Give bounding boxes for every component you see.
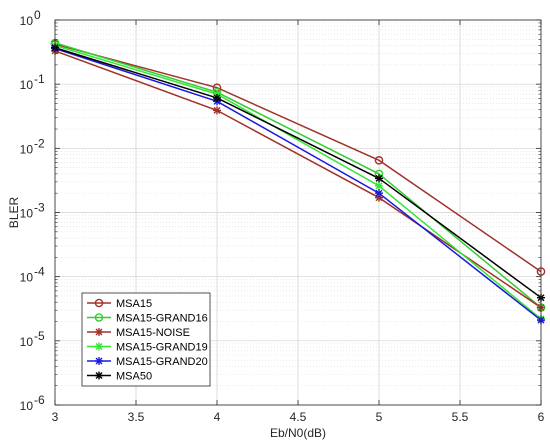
- y-tick-label: 10: [20, 14, 34, 28]
- axes: [54, 19, 542, 406]
- data-point: [213, 106, 221, 115]
- data-point: [375, 189, 383, 198]
- legend-marker: [95, 371, 103, 380]
- x-tick-label: 4.5: [290, 410, 307, 424]
- marker-stroke: [95, 343, 103, 350]
- legend-label: MSA15-NOISE: [116, 327, 190, 339]
- legend-label: MSA15-GRAND20: [116, 356, 208, 368]
- series-line-0: [54, 43, 542, 273]
- data-point: [213, 93, 221, 102]
- legend-box: [81, 292, 211, 387]
- marker-stroke: [375, 189, 383, 197]
- marker-stroke: [95, 328, 103, 336]
- x-tick-label: 5.5: [452, 410, 469, 424]
- y-axis-label: BLER: [7, 196, 21, 228]
- x-tick-label: 6: [538, 410, 545, 424]
- legend-label: MSA50: [116, 371, 152, 383]
- y-tick-label: 10: [20, 207, 34, 221]
- marker-stroke: [375, 182, 383, 190]
- series-line-5: [54, 46, 542, 299]
- legend-label: MSA15-GRAND19: [116, 342, 208, 354]
- legend-label: MSA15: [116, 298, 152, 310]
- y-tick-exponent: -5: [34, 329, 45, 343]
- y-tick-exponent: -4: [34, 265, 45, 279]
- x-tick-label: 3: [52, 410, 59, 424]
- marker-stroke: [95, 372, 103, 379]
- series-line-4: [54, 47, 542, 321]
- marker-stroke: [375, 174, 383, 182]
- y-tick-label: 10: [20, 271, 34, 285]
- y-tick-label: 10: [20, 78, 34, 92]
- x-axis-label: Eb/N0(dB): [270, 426, 326, 440]
- y-tick-label: 10: [20, 399, 34, 413]
- data-point: [375, 181, 383, 190]
- legend: MSA15 MSA15-GRAND16 MSA15-NOISE MSA15-GRAND…: [81, 292, 211, 387]
- series-lines: [54, 42, 542, 321]
- series-line-1: [54, 42, 542, 309]
- y-tick-exponent: -3: [34, 201, 45, 215]
- y-tick-label: 10: [20, 335, 34, 349]
- data-point: [374, 156, 384, 165]
- y-tick-exponent: 0: [34, 8, 41, 22]
- legend-marker: [95, 357, 103, 365]
- series-line-3: [54, 44, 542, 320]
- legend-label: MSA15-GRAND16: [116, 313, 208, 325]
- y-tick-exponent: -1: [34, 72, 45, 86]
- marker-stroke: [95, 357, 103, 365]
- legend-marker: [95, 342, 103, 351]
- x-tick-label: 5: [376, 410, 383, 424]
- x-tick-label: 4: [214, 410, 221, 424]
- y-tick-label: 10: [20, 142, 34, 156]
- marker-stroke: [213, 106, 221, 114]
- data-point: [375, 174, 383, 183]
- legend-marker: [95, 328, 103, 336]
- y-tick-exponent: -6: [34, 393, 45, 407]
- x-tick-label: 3.5: [128, 410, 145, 424]
- legend-marker: [94, 298, 104, 308]
- legend-marker: [94, 313, 104, 322]
- marker-stroke: [213, 94, 221, 102]
- y-tick-exponent: -2: [34, 136, 45, 150]
